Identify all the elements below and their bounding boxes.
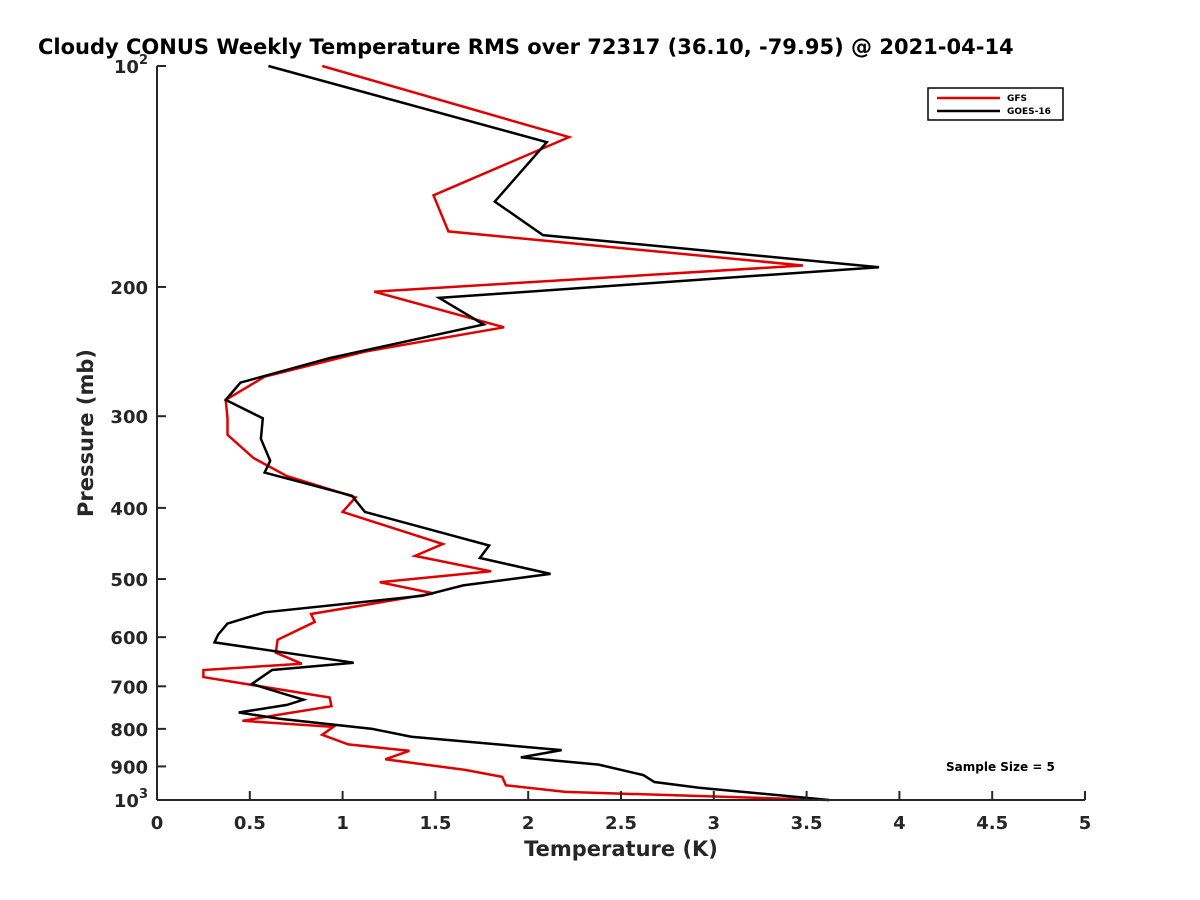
sample-size-annotation: Sample Size = 5 [946,760,1055,774]
x-tick-label: 1 [336,813,349,834]
legend-label-goes16: GOES-16 [1007,107,1051,117]
x-tick-label: 1.5 [419,813,451,834]
legend-label-gfs: GFS [1007,94,1027,104]
chart-title: Cloudy CONUS Weekly Temperature RMS over… [38,35,1014,59]
plot-area [156,64,1085,802]
legend-box [927,87,1064,121]
x-tick-label: 3 [708,813,721,834]
y-tick-label: 600 [110,628,148,649]
y-axis-label: Pressure (mb) [74,349,98,517]
y-tick-label: 200 [110,278,148,299]
y-tick-label: 102 [114,53,148,78]
series-layer [202,64,880,802]
x-axis-ticks: 0 0.5 1 1.5 2 2.5 3 3.5 4 4.5 5 [151,791,1092,834]
x-axis-label: Temperature (K) [524,837,718,861]
y-axis-ticks: 102 200 300 400 500 600 700 800 900 103 [110,53,166,812]
y-tick-label: 700 [110,677,148,698]
x-tick-label: 3.5 [791,813,823,834]
y-tick-label: 800 [110,720,148,741]
x-tick-label: 5 [1079,813,1092,834]
y-tick-label: 300 [110,407,148,428]
x-tick-label: 2 [522,813,535,834]
series-line-goes16 [212,64,880,802]
y-tick-label: 500 [110,570,148,591]
x-tick-label: 4 [893,813,906,834]
x-tick-label: 4.5 [976,813,1008,834]
x-tick-label: 2.5 [605,813,637,834]
y-tick-label: 103 [114,787,148,812]
x-tick-label: 0.5 [234,813,266,834]
y-tick-label: 400 [110,499,148,520]
legend: GFS GOES-16 [927,87,1064,121]
y-tick-label: 900 [110,757,148,778]
x-tick-label: 0 [151,813,164,834]
